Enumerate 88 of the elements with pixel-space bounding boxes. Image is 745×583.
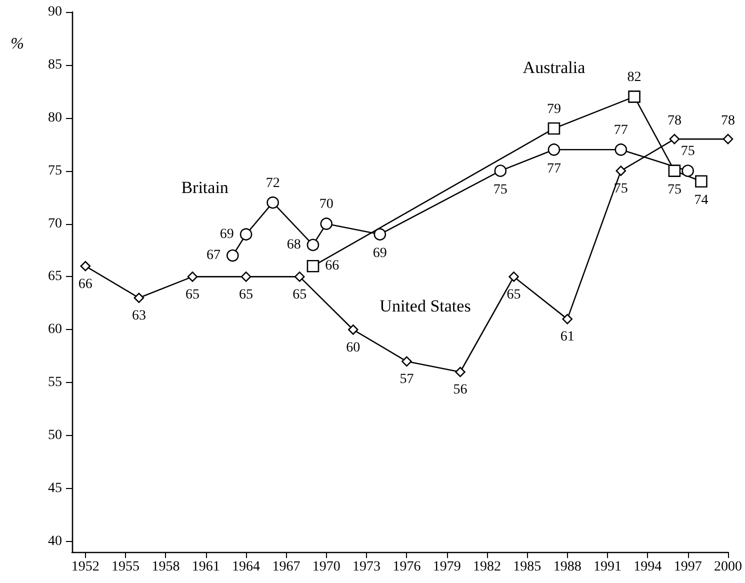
data-label: 78	[721, 113, 735, 128]
point	[614, 144, 628, 156]
data-label: 74	[694, 193, 708, 208]
point	[722, 134, 734, 144]
point	[240, 228, 252, 240]
y-tick-label: 55	[48, 375, 62, 390]
data-label: 77	[614, 122, 628, 138]
data-label: 57	[400, 372, 414, 388]
point	[669, 134, 680, 144]
point	[616, 166, 626, 176]
point	[187, 272, 198, 282]
data-label: 67	[206, 248, 221, 264]
point	[402, 356, 412, 367]
point	[548, 122, 560, 135]
point	[682, 164, 694, 177]
x-tick-label: 1997	[674, 560, 702, 574]
text: Australia	[522, 58, 586, 77]
point	[668, 164, 681, 177]
data-label: 65	[185, 287, 200, 302]
point	[306, 238, 320, 252]
point	[348, 324, 358, 335]
data-label: 69	[220, 226, 234, 242]
y-tick-label: 50	[48, 428, 62, 444]
data-label: 79	[546, 102, 561, 117]
y-tick-label: 85	[48, 57, 62, 72]
point	[226, 249, 239, 262]
point	[240, 272, 252, 282]
data-label: 72	[266, 176, 280, 191]
y-tick-label: 45	[48, 480, 62, 496]
data-label: 65	[239, 287, 254, 302]
x-tick-label: 1964	[232, 560, 260, 574]
x-tick-label: 1952	[71, 560, 100, 574]
data-label: 70	[319, 197, 334, 212]
point	[508, 272, 519, 282]
data-label: 65	[506, 287, 521, 302]
x-tick-label: 1958	[152, 560, 180, 574]
point	[628, 90, 640, 103]
data-label: 66	[325, 258, 340, 274]
point	[548, 144, 560, 156]
y-tick-label: 80	[48, 110, 62, 126]
x-tick-label: 1994	[634, 560, 662, 574]
x-tick-label: 1979	[432, 560, 461, 574]
point	[294, 272, 305, 282]
text: Britain	[181, 178, 229, 198]
x-tick-label: 1976	[392, 560, 421, 574]
x-tick-label: 1967	[272, 560, 300, 574]
point	[562, 314, 572, 324]
data-label: 75	[667, 182, 682, 198]
point	[80, 260, 91, 272]
x-tick-label: 1955	[112, 560, 140, 574]
y-tick-label: 40	[48, 534, 62, 549]
data-label: 65	[292, 287, 307, 302]
data-label: 61	[560, 330, 574, 345]
data-label: 56	[453, 382, 468, 398]
point	[695, 175, 708, 188]
point	[374, 228, 386, 240]
x-tick-label: 1991	[594, 560, 622, 574]
x-tick-label: 1961	[192, 560, 220, 574]
x-tick-label: 1973	[352, 560, 381, 574]
data-label: 78	[667, 113, 682, 128]
x-tick-label: 1982	[473, 560, 502, 574]
y-tick-label: 60	[48, 322, 62, 338]
x-tick-label: 1970	[312, 560, 340, 574]
point	[266, 196, 279, 209]
data-label: 75	[493, 182, 508, 198]
data-label: 77	[546, 161, 561, 176]
point	[134, 292, 144, 304]
y-axis-title: %	[10, 36, 24, 52]
data-label: 63	[132, 308, 146, 324]
x-tick-label: 1988	[553, 560, 582, 574]
y-tick-label: 65	[48, 269, 62, 284]
point	[455, 366, 466, 378]
data-label: 75	[680, 144, 695, 160]
x-tick-label: 1985	[513, 560, 542, 574]
x-tick-label: 2000	[714, 560, 742, 574]
point	[494, 164, 507, 177]
point	[306, 260, 320, 272]
data-label: 75	[614, 181, 628, 196]
series-label: United States	[380, 296, 471, 316]
data-label: 68	[286, 237, 301, 252]
data-label: 66	[78, 276, 92, 292]
y-tick-label: 70	[48, 216, 62, 232]
y-tick-label: 75	[48, 163, 62, 178]
point	[320, 218, 333, 230]
data-label: 60	[346, 340, 360, 356]
data-label: 82	[627, 70, 642, 86]
data-label: 69	[372, 246, 387, 262]
y-tick-label: 90	[48, 4, 62, 20]
